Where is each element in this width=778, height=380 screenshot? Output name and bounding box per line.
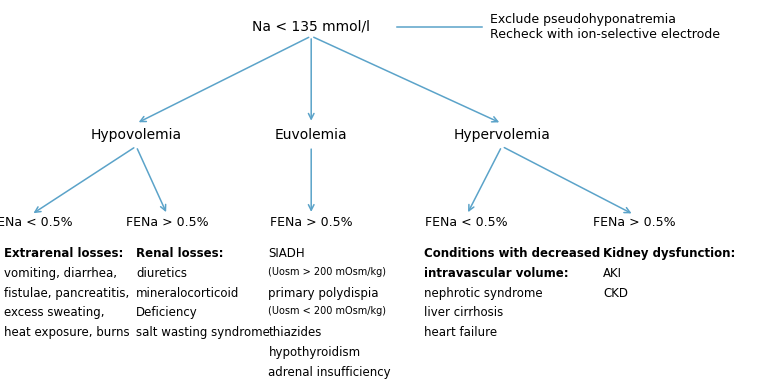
Text: FENa > 0.5%: FENa > 0.5% — [270, 216, 352, 229]
Text: FENa < 0.5%: FENa < 0.5% — [0, 216, 72, 229]
Text: CKD: CKD — [603, 287, 628, 299]
Text: vomiting, diarrhea,: vomiting, diarrhea, — [4, 267, 117, 280]
Text: Renal losses:: Renal losses: — [136, 247, 223, 260]
Text: mineralocorticoid: mineralocorticoid — [136, 287, 240, 299]
Text: Hypovolemia: Hypovolemia — [90, 128, 182, 142]
Text: FENa > 0.5%: FENa > 0.5% — [126, 216, 209, 229]
Text: FENa < 0.5%: FENa < 0.5% — [426, 216, 508, 229]
Text: adrenal insufficiency: adrenal insufficiency — [268, 366, 391, 378]
Text: nephrotic syndrome: nephrotic syndrome — [424, 287, 542, 299]
Text: AKI: AKI — [603, 267, 622, 280]
Text: salt wasting syndrome: salt wasting syndrome — [136, 326, 270, 339]
Text: hypothyroidism: hypothyroidism — [268, 346, 360, 359]
Text: diuretics: diuretics — [136, 267, 187, 280]
Text: Kidney dysfunction:: Kidney dysfunction: — [603, 247, 735, 260]
Text: Conditions with decreased: Conditions with decreased — [424, 247, 601, 260]
Text: thiazides: thiazides — [268, 326, 322, 339]
Text: Euvolemia: Euvolemia — [275, 128, 348, 142]
Text: intravascular volume:: intravascular volume: — [424, 267, 569, 280]
Text: Extrarenal losses:: Extrarenal losses: — [4, 247, 123, 260]
Text: fistulae, pancreatitis,: fistulae, pancreatitis, — [4, 287, 129, 299]
Text: Na < 135 mmol/l: Na < 135 mmol/l — [252, 20, 370, 33]
Text: SIADH: SIADH — [268, 247, 305, 260]
Text: (Uosm > 200 mOsm/kg): (Uosm > 200 mOsm/kg) — [268, 267, 387, 277]
Text: heart failure: heart failure — [424, 326, 497, 339]
Text: Exclude pseudohyponatremia
Recheck with ion-selective electrode: Exclude pseudohyponatremia Recheck with … — [490, 13, 720, 41]
Text: (Uosm < 200 mOsm/kg): (Uosm < 200 mOsm/kg) — [268, 306, 387, 316]
Text: primary polydispia: primary polydispia — [268, 287, 379, 299]
Text: heat exposure, burns: heat exposure, burns — [4, 326, 129, 339]
Text: FENa > 0.5%: FENa > 0.5% — [593, 216, 675, 229]
Text: liver cirrhosis: liver cirrhosis — [424, 306, 503, 319]
Text: excess sweating,: excess sweating, — [4, 306, 104, 319]
Text: Deficiency: Deficiency — [136, 306, 198, 319]
Text: Hypervolemia: Hypervolemia — [454, 128, 550, 142]
